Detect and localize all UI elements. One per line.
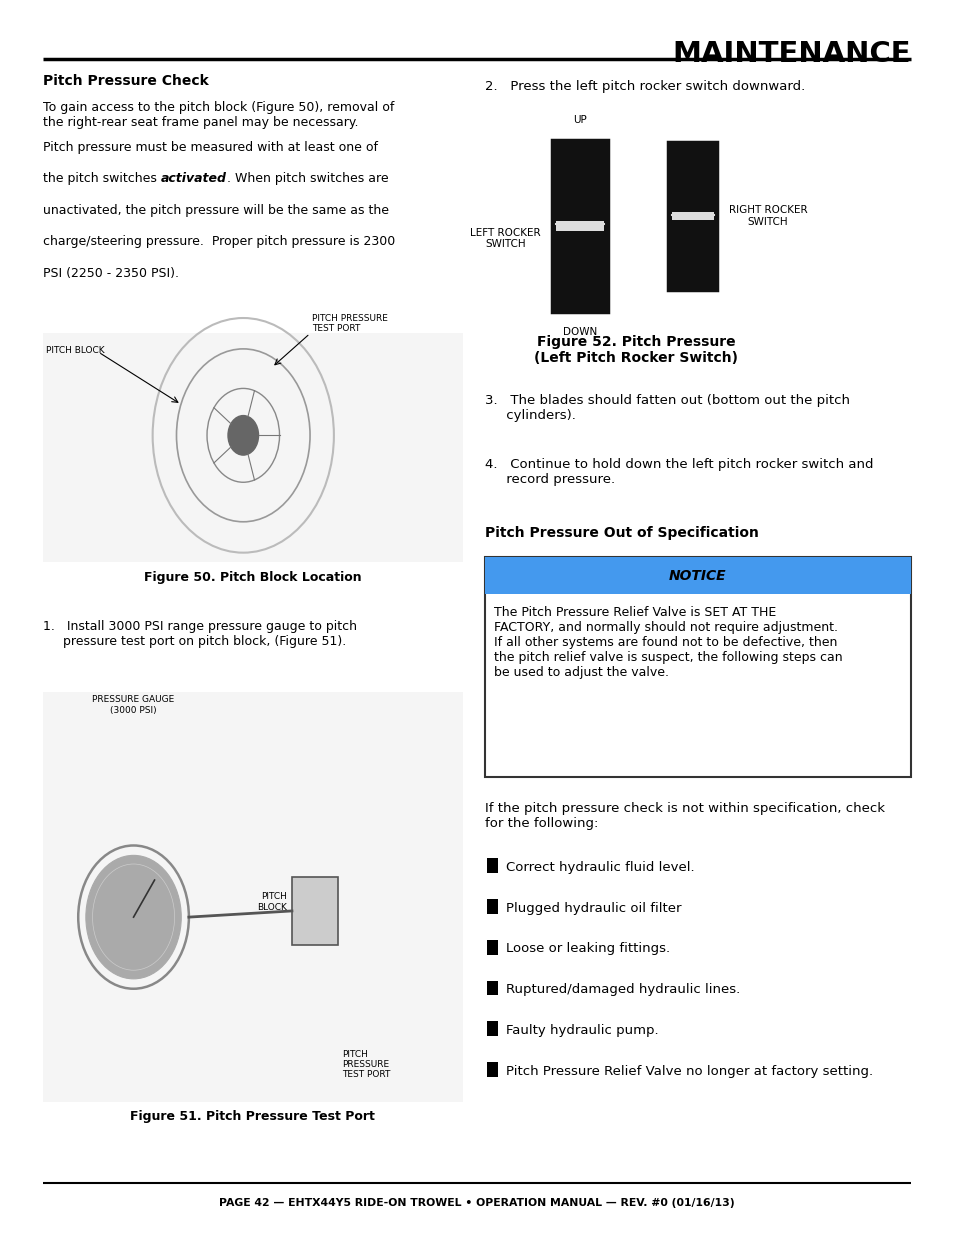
Text: PRESSURE GAUGE
(3000 PSI): PRESSURE GAUGE (3000 PSI) [92, 695, 174, 715]
Text: 2.   Press the left pitch rocker switch downward.: 2. Press the left pitch rocker switch do… [484, 80, 804, 94]
Text: Figure 51. Pitch Pressure Test Port: Figure 51. Pitch Pressure Test Port [131, 1110, 375, 1124]
Text: Loose or leaking fittings.: Loose or leaking fittings. [505, 942, 669, 956]
Text: PSI (2250 - 2350 PSI).: PSI (2250 - 2350 PSI). [43, 267, 179, 280]
Text: Figure 50. Pitch Block Location: Figure 50. Pitch Block Location [144, 571, 361, 584]
Text: unactivated, the pitch pressure will be the same as the: unactivated, the pitch pressure will be … [43, 204, 389, 217]
Bar [671, 148, 713, 212]
Text: 3.   The blades should fatten out (bottom out the pitch
     cylinders).: 3. The blades should fatten out (bottom … [484, 394, 849, 422]
Text: Faulty hydraulic pump.: Faulty hydraulic pump. [505, 1024, 658, 1037]
Text: . When pitch switches are: . When pitch switches are [227, 173, 388, 185]
Text: Pitch Pressure Relief Valve no longer at factory setting.: Pitch Pressure Relief Valve no longer at… [505, 1065, 872, 1078]
Text: MAINTENANCE: MAINTENANCE [672, 40, 910, 68]
Bar [486, 981, 497, 995]
Text: 1.   Install 3000 PSI range pressure gauge to pitch
     pressure test port on p: 1. Install 3000 PSI range pressure gauge… [43, 620, 356, 648]
Bar [486, 858, 497, 873]
Circle shape [228, 416, 258, 456]
Bar [556, 147, 603, 305]
Text: The Pitch Pressure Relief Valve is SET AT THE
FACTORY, and normally should not r: The Pitch Pressure Relief Valve is SET A… [494, 606, 841, 679]
Text: Correct hydraulic fluid level.: Correct hydraulic fluid level. [505, 861, 694, 874]
Text: PITCH
BLOCK: PITCH BLOCK [257, 893, 287, 911]
Bar [667, 142, 717, 290]
Text: PITCH
PRESSURE
TEST PORT: PITCH PRESSURE TEST PORT [342, 1050, 391, 1079]
Bar [671, 148, 713, 284]
Text: If the pitch pressure check is not within specification, check
for the following: If the pitch pressure check is not withi… [484, 802, 883, 830]
Text: PITCH BLOCK: PITCH BLOCK [46, 346, 104, 354]
Bar [484, 557, 910, 594]
Circle shape [86, 856, 181, 979]
Text: NOTICE: NOTICE [668, 568, 726, 583]
Text: Figure 52. Pitch Pressure
(Left Pitch Rocker Switch): Figure 52. Pitch Pressure (Left Pitch Ro… [534, 335, 738, 364]
Text: To gain access to the pitch block (Figure 50), removal of
the right-rear seat fr: To gain access to the pitch block (Figur… [43, 101, 394, 130]
Text: PITCH PRESSURE
TEST PORT: PITCH PRESSURE TEST PORT [312, 314, 388, 333]
Text: Pitch Pressure Out of Specification: Pitch Pressure Out of Specification [484, 526, 758, 540]
Text: RIGHT ROCKER
SWITCH: RIGHT ROCKER SWITCH [728, 205, 806, 227]
Text: Pitch Pressure Check: Pitch Pressure Check [43, 74, 209, 88]
Bar [484, 557, 910, 777]
Text: 4.   Continue to hold down the left pitch rocker switch and
     record pressure: 4. Continue to hold down the left pitch … [484, 458, 872, 487]
Bar [552, 140, 607, 312]
Text: LEFT ROCKER
SWITCH: LEFT ROCKER SWITCH [470, 227, 540, 249]
Text: UP: UP [573, 115, 586, 125]
Bar [292, 877, 337, 945]
Bar [43, 692, 462, 1102]
Bar [556, 231, 603, 305]
Text: activated: activated [161, 173, 227, 185]
Bar [556, 147, 603, 221]
Text: the pitch switches: the pitch switches [43, 173, 161, 185]
Bar [671, 220, 713, 284]
Text: Ruptured/damaged hydraulic lines.: Ruptured/damaged hydraulic lines. [505, 983, 740, 997]
Bar [486, 940, 497, 955]
Bar [486, 899, 497, 914]
Bar [43, 333, 462, 562]
Text: Plugged hydraulic oil filter: Plugged hydraulic oil filter [505, 902, 680, 915]
Text: DOWN: DOWN [562, 327, 597, 337]
Text: PAGE 42 — EHTX44Y5 RIDE-ON TROWEL • OPERATION MANUAL — REV. #0 (01/16/13): PAGE 42 — EHTX44Y5 RIDE-ON TROWEL • OPER… [219, 1198, 734, 1208]
Text: Pitch pressure must be measured with at least one of: Pitch pressure must be measured with at … [43, 141, 377, 154]
Bar [486, 1021, 497, 1036]
Text: charge/steering pressure.  Proper pitch pressure is 2300: charge/steering pressure. Proper pitch p… [43, 236, 395, 248]
Bar [486, 1062, 497, 1077]
